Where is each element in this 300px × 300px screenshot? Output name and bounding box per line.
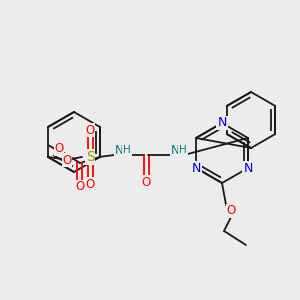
Text: O: O	[85, 178, 94, 190]
Text: N: N	[217, 116, 227, 130]
Text: N: N	[115, 143, 123, 157]
Text: N: N	[243, 161, 253, 175]
Text: H: H	[179, 145, 187, 155]
Text: O: O	[85, 124, 94, 136]
Text: N: N	[171, 143, 179, 157]
Text: O: O	[141, 176, 151, 188]
Text: O: O	[226, 205, 236, 218]
Text: H: H	[123, 145, 131, 155]
Text: O: O	[62, 154, 72, 166]
Text: N: N	[191, 161, 201, 175]
Text: O: O	[75, 181, 85, 194]
Text: S: S	[85, 150, 94, 164]
Text: O: O	[54, 142, 64, 155]
